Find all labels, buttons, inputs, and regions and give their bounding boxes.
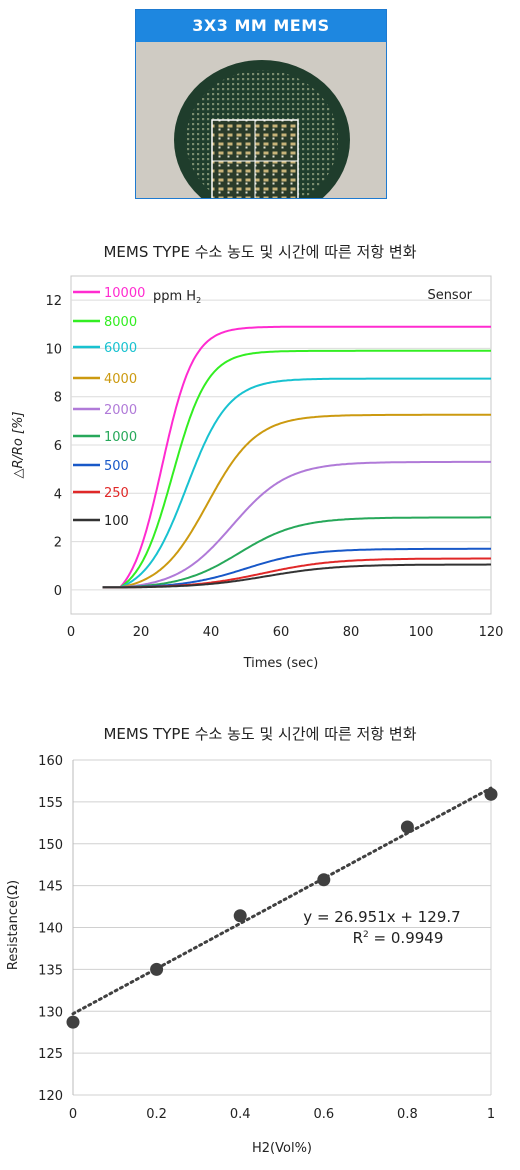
chart1-x-axis-label: Times (sec) (243, 656, 319, 671)
chart1-y-tick-label: 2 (54, 536, 62, 551)
chart1-x-tick-label: 40 (203, 625, 220, 640)
wafer-photo (136, 42, 386, 198)
chart2-trend-equation: y = 26.951x + 129.7 (303, 908, 460, 926)
chart1-legend-label-8000: 8000 (104, 315, 137, 330)
chart2-x-ticks: 0 0.2 0.4 0.6 0.8 1 (69, 1107, 495, 1122)
chart1-series-line-6000 (102, 377, 491, 589)
chart1-y-tick-label: 8 (54, 391, 62, 406)
chart2-x-axis-label: H2(Vol%) (252, 1141, 312, 1156)
chart2-y-tick-label: 145 (38, 880, 63, 895)
chart2-y-tick-label: 130 (38, 1005, 63, 1020)
chart2-y-tick-label: 160 (38, 754, 63, 769)
chart2-x-tick-label: 1 (487, 1107, 495, 1122)
chart2-x-tick-label: 0.8 (397, 1107, 418, 1122)
chart1-y-tick-label: 0 (54, 584, 62, 599)
chart2-data-point (66, 1015, 80, 1029)
chart1-y-tick-label: 12 (45, 294, 62, 309)
chart2-data-point (484, 787, 498, 801)
chart2-y-tick-label: 150 (38, 838, 63, 853)
chart1-series-line-10000 (102, 325, 491, 589)
chart2-title: MEMS TYPE 수소 농도 및 시간에 따른 저항 변화 (103, 725, 416, 743)
chart2-y-tick-label: 140 (38, 922, 63, 937)
chart2-y-tick-label: 135 (38, 963, 63, 978)
chart2-x-tick-label: 0 (69, 1107, 77, 1122)
chart2-y-tick-label: 120 (38, 1089, 63, 1104)
chart1-legend-label-4000: 4000 (104, 372, 137, 387)
chart2-x-tick-label: 0.4 (230, 1107, 251, 1122)
chart2-r-squared: R2 = 0.9949 (353, 929, 444, 947)
chart1-legend-label-6000: 6000 (104, 341, 137, 356)
chart2-data-point (400, 820, 414, 834)
chart1-legend-unit: ppm H2 (153, 289, 201, 305)
chart2-x-tick-label: 0.2 (146, 1107, 167, 1122)
chart2-data-point (317, 873, 331, 887)
chart2-trendline (71, 786, 493, 1016)
chart1-series-line-100 (102, 563, 491, 589)
chart1-x-ticks: 0 20 40 60 80 100 120 (67, 625, 504, 640)
chart2-x-tick-label: 0.6 (313, 1107, 334, 1122)
response-line-chart: MEMS TYPE 수소 농도 및 시간에 따른 저항 변화 0 2 4 6 8 10 12… (11, 243, 504, 671)
chart1-x-tick-label: 0 (67, 625, 75, 640)
wafer-photo-panel: 3X3 MM MEMS (135, 9, 387, 199)
chart1-y-tick-label: 4 (54, 487, 62, 502)
chart1-x-tick-label: 100 (409, 625, 434, 640)
resistance-scatter-chart: MEMS TYPE 수소 농도 및 시간에 따른 저항 변화 120 125 130… (6, 725, 498, 1156)
chart1-sensor-annotation: Sensor (427, 288, 472, 303)
chart1-series-lines (102, 325, 491, 589)
chart1-x-tick-label: 20 (133, 625, 150, 640)
chart1-legend-label-500: 500 (104, 459, 129, 474)
chart1-x-tick-label: 60 (273, 625, 290, 640)
chart1-legend: 10000 8000 6000 4000 2000 1000 500 250 100 (73, 286, 145, 529)
chart1-legend-label-2000: 2000 (104, 403, 137, 418)
chart1-title: MEMS TYPE 수소 농도 및 시간에 따른 저항 변화 (103, 243, 416, 261)
chart1-legend-label-10000: 10000 (104, 286, 145, 301)
chart1-y-tick-label: 10 (45, 342, 62, 357)
chart2-data-points (66, 787, 498, 1029)
chart1-y-ticks: 0 2 4 6 8 10 12 (45, 294, 62, 599)
chart1-gridlines (71, 299, 491, 591)
chart1-legend-label-100: 100 (104, 514, 129, 529)
chart1-series-line-1000 (102, 516, 491, 589)
chart1-series-line-4000 (102, 413, 491, 589)
chart2-y-axis-label: Resistance(Ω) (6, 880, 21, 970)
chart1-x-tick-label: 120 (479, 625, 504, 640)
chart1-y-tick-label: 6 (54, 439, 62, 454)
chart2-y-tick-label: 155 (38, 796, 63, 811)
chart2-data-point (150, 962, 164, 976)
chart1-legend-label-250: 250 (104, 486, 129, 501)
chart2-gridlines (72, 759, 492, 1096)
photo-banner: 3X3 MM MEMS (136, 10, 386, 42)
chart1-legend-label-1000: 1000 (104, 430, 137, 445)
chart1-series-line-2000 (102, 460, 491, 589)
chart1-x-tick-label: 80 (343, 625, 360, 640)
chart1-y-axis-label: △R/Ro [%] (11, 411, 26, 478)
chart2-y-tick-label: 125 (38, 1047, 63, 1062)
chart2-y-ticks: 120 125 130 135 140 145 150 155 160 (38, 754, 63, 1104)
chart2-trendline-path (71, 786, 493, 1016)
chart1-series-line-8000 (102, 349, 491, 589)
chart2-data-point (233, 909, 247, 923)
